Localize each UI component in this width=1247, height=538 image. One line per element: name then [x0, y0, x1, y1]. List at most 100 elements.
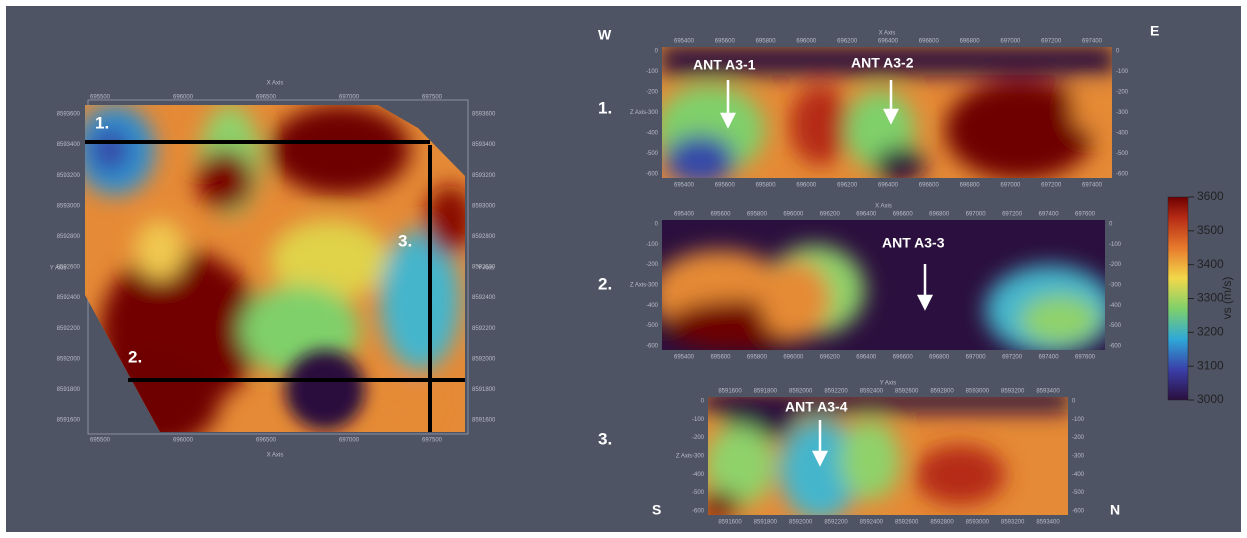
tick-label: -500: [1109, 323, 1122, 329]
tick-label: 8593600: [472, 112, 496, 118]
tick-label: -500: [1072, 490, 1085, 496]
tick-label: 8592600: [895, 520, 919, 526]
tick-label: 696000: [796, 183, 817, 189]
tick-label: 697400: [1082, 39, 1103, 45]
tick-label: 8592600: [895, 389, 919, 395]
tick-label: 697500: [422, 438, 443, 444]
tick-label: 695600: [710, 355, 731, 361]
compass-label: E: [1150, 23, 1159, 39]
tick-label: -100: [1116, 69, 1129, 75]
tick-label: -400: [1072, 472, 1085, 478]
line-label: 3.: [398, 231, 412, 250]
tick-label: 8592200: [824, 389, 848, 395]
annotation: ANT A3-3: [882, 235, 945, 251]
tick-label: 8593000: [966, 520, 990, 526]
colorbar-tick-label: 3200: [1197, 325, 1224, 339]
section-3-image: [700, 390, 1070, 520]
colorbar-tick-label: 3500: [1197, 223, 1224, 237]
tick-label: 8592000: [789, 389, 813, 395]
tick-label: 8592200: [824, 520, 848, 526]
tick-label: -200: [646, 262, 659, 268]
tick-label: 8592000: [472, 356, 496, 362]
tick-label: 697000: [339, 95, 360, 101]
tick-label: -400: [1109, 303, 1122, 309]
tick-label: -500: [692, 490, 705, 496]
colorbar: [1168, 197, 1188, 400]
tick-label: 697200: [1002, 355, 1023, 361]
compass-label: W: [598, 27, 612, 43]
tick-label: 696200: [837, 183, 858, 189]
tick-label: 696500: [256, 438, 277, 444]
tick-label: -600: [1116, 172, 1129, 178]
annotation: ANT A3-2: [851, 55, 914, 71]
tick-label: 695800: [756, 183, 777, 189]
tick-label: 697600: [1075, 355, 1096, 361]
tick-label: 8593400: [1036, 520, 1060, 526]
axis-title: Y Axis: [880, 381, 897, 387]
tick-label: 696500: [256, 95, 277, 101]
section-label: 3.: [598, 429, 612, 448]
tick-label: 8592400: [860, 520, 884, 526]
tick-label: -400: [1116, 131, 1129, 137]
tick-label: 8592200: [57, 326, 81, 332]
tick-label: 696000: [783, 355, 804, 361]
tick-label: 8592400: [472, 295, 496, 301]
tick-label: -600: [692, 509, 705, 515]
tick-label: 695600: [710, 212, 731, 218]
tick-label: 696200: [837, 39, 858, 45]
tick-label: 8593000: [966, 389, 990, 395]
tick-label: -100: [1109, 242, 1122, 248]
tick-label: 8593000: [472, 203, 496, 209]
axis-title: Z Axis: [676, 454, 692, 460]
tick-label: 696600: [893, 355, 914, 361]
tick-label: 8591800: [57, 387, 81, 393]
tick-label: -500: [646, 151, 659, 157]
tick-label: 697400: [1039, 212, 1060, 218]
compass-label: S: [652, 502, 661, 518]
tick-label: 8592800: [57, 234, 81, 240]
tick-label: 8591600: [718, 520, 742, 526]
tick-label: 695800: [756, 39, 777, 45]
tick-label: 695500: [90, 438, 111, 444]
tick-label: 697400: [1039, 355, 1060, 361]
tick-label: -500: [646, 323, 659, 329]
tick-label: -400: [692, 472, 705, 478]
tick-label: -300: [1109, 283, 1122, 289]
tick-label: 8593200: [1001, 389, 1025, 395]
tick-label: 696000: [173, 95, 194, 101]
tick-label: 696200: [820, 355, 841, 361]
tick-label: 697200: [1041, 39, 1062, 45]
tick-label: 8593400: [1036, 389, 1060, 395]
tick-label: 697000: [966, 212, 987, 218]
tick-label: 8593000: [57, 203, 81, 209]
colorbar-tick-label: 3600: [1197, 189, 1224, 203]
tick-label: -300: [1116, 110, 1129, 116]
tick-label: 8593600: [57, 112, 81, 118]
tick-label: 8591600: [472, 418, 496, 424]
annotation: ANT A3-4: [785, 399, 848, 415]
tick-label: 8592400: [860, 389, 884, 395]
tick-label: 696800: [960, 183, 981, 189]
tick-label: -300: [646, 110, 659, 116]
tick-label: 696400: [878, 39, 899, 45]
tick-label: 8592800: [472, 234, 496, 240]
tick-label: -300: [646, 283, 659, 289]
tick-label: 8592600: [57, 265, 81, 271]
tick-label: 696600: [919, 183, 940, 189]
tick-label: -300: [692, 454, 705, 460]
axis-title: Z Axis: [630, 283, 646, 289]
tick-label: 696600: [919, 39, 940, 45]
tick-label: 696400: [878, 183, 899, 189]
compass-label: N: [1110, 502, 1120, 518]
tick-label: -600: [646, 344, 659, 350]
colorbar-tick-label: 3000: [1197, 392, 1224, 406]
tick-label: 695400: [674, 355, 695, 361]
tick-label: 8592400: [57, 295, 81, 301]
tick-label: 8593200: [1001, 520, 1025, 526]
annotation: ANT A3-1: [693, 57, 756, 73]
tick-label: 8593400: [472, 142, 496, 148]
tick-label: -100: [692, 417, 705, 423]
tick-label: -400: [646, 303, 659, 309]
tick-label: 696200: [820, 212, 841, 218]
tick-label: 695800: [747, 212, 768, 218]
